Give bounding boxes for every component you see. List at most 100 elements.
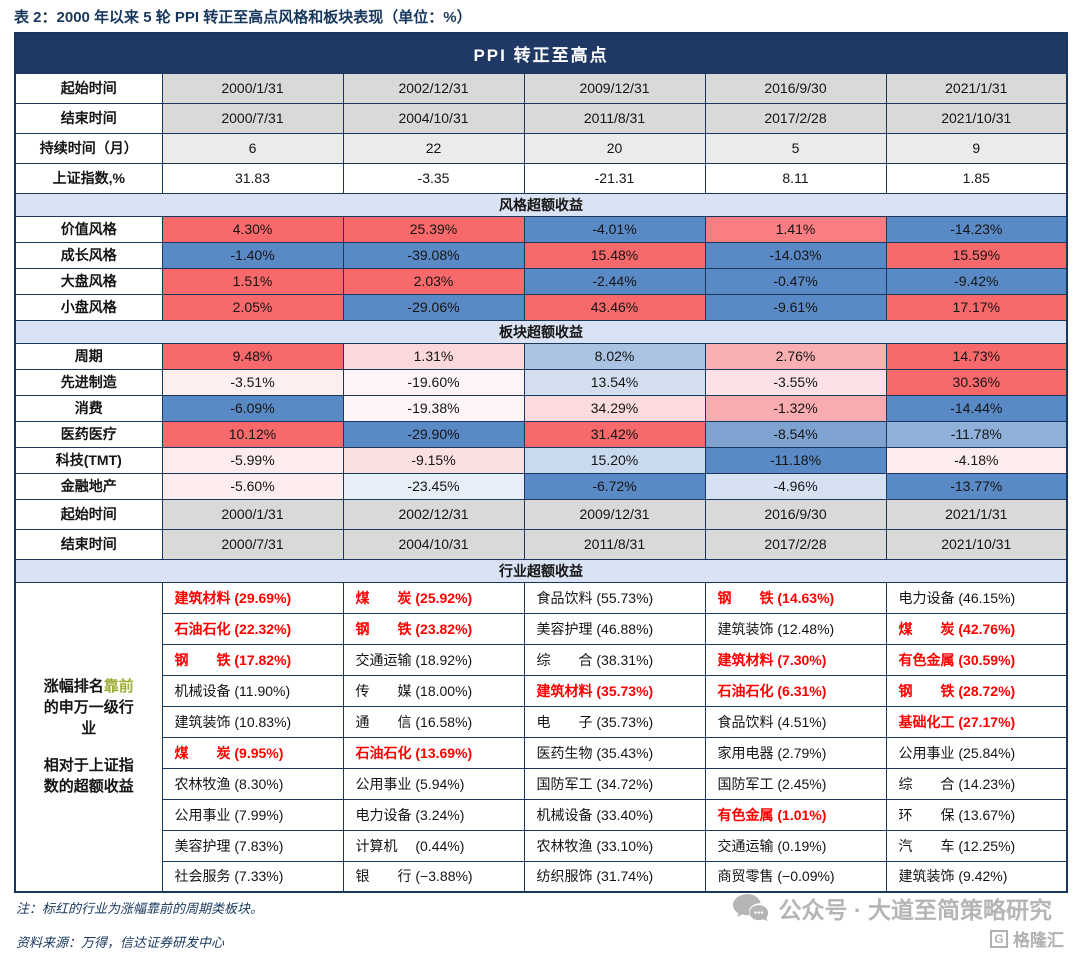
table-title: 表 2：2000 年以来 5 轮 PPI 转正至高点风格和板块表现（单位：%） bbox=[14, 9, 472, 26]
industry-cell: 汽 车 (12.25%) bbox=[885, 829, 1068, 862]
date-cell: 2000/7/31 bbox=[161, 528, 344, 560]
industry-cell: 社会服务 (7.33%) bbox=[161, 860, 344, 893]
industry-cell: 建筑材料 (35.73%) bbox=[523, 674, 706, 707]
date-cell: 2011/8/31 bbox=[523, 528, 706, 560]
sector-row: 先进制造 -3.51% -19.60% 13.54% -3.55% 30.36% bbox=[14, 368, 1068, 396]
industry-row: 美容护理 (7.83%) 计算机 (0.44%) 农林牧渔 (33.10%) 交通运输… bbox=[15, 829, 1068, 862]
sector-value-cell: 30.36% bbox=[885, 368, 1068, 396]
style-section-header: 风格超额收益 bbox=[14, 192, 1068, 217]
industry-cell: 煤 炭 (9.95%) bbox=[161, 736, 344, 769]
industry-cell: 钢 铁 (23.82%) bbox=[342, 612, 525, 645]
industry-cell: 机械设备 (33.40%) bbox=[523, 798, 706, 831]
industry-cell: 交通运输 (18.92%) bbox=[342, 643, 525, 676]
industry-cell: 交通运输 (0.19%) bbox=[704, 829, 887, 862]
side-label-gap bbox=[16, 739, 161, 755]
sector-value-cell: 14.73% bbox=[885, 342, 1068, 370]
sector-value-cell: -6.72% bbox=[523, 472, 706, 500]
sector-value-cell: -23.45% bbox=[342, 472, 525, 500]
style-value-cell: 43.46% bbox=[523, 293, 706, 321]
date-cell: 2016/9/30 bbox=[704, 498, 887, 530]
industry-row: 煤 炭 (9.95%) 石油石化 (13.69%) 医药生物 (35.43%) 家用电… bbox=[15, 736, 1068, 769]
style-row: 大盘风格 1.51% 2.03% -2.44% -0.47% -9.42% bbox=[14, 267, 1068, 295]
duration-cell: 6 bbox=[161, 132, 344, 164]
style-value-cell: -0.47% bbox=[704, 267, 887, 295]
sector-value-cell: -29.90% bbox=[342, 420, 525, 448]
gelonghui-logo-icon: G bbox=[990, 929, 1008, 948]
sector-value-cell: 1.31% bbox=[342, 342, 525, 370]
side-label-line: 数的超额收益 bbox=[16, 776, 161, 797]
style-value-cell: -14.23% bbox=[885, 215, 1068, 243]
duration-cell: 5 bbox=[704, 132, 887, 164]
style-value-cell: 2.05% bbox=[161, 293, 344, 321]
style-value-cell: -1.40% bbox=[161, 241, 344, 269]
industry-cell: 国防军工 (2.45%) bbox=[704, 767, 887, 800]
style-value-cell: -14.03% bbox=[704, 241, 887, 269]
industry-cell: 石油石化 (6.31%) bbox=[704, 674, 887, 707]
sector-value-cell: -1.32% bbox=[704, 394, 887, 422]
side-label-line: 相对于上证指 bbox=[16, 755, 161, 776]
sse-index-cell: 8.11 bbox=[704, 162, 887, 194]
duration-row: 持续时间（月） 6 22 20 5 9 bbox=[14, 132, 1068, 164]
industry-cell: 建筑装饰 (12.48%) bbox=[704, 612, 887, 645]
industry-cell: 通 信 (16.58%) bbox=[342, 705, 525, 738]
style-value-cell: 15.48% bbox=[523, 241, 706, 269]
wechat-label: 公众号 · 大道至简策略研究 bbox=[778, 897, 1052, 923]
industry-cell: 钢 铁 (28.72%) bbox=[885, 674, 1068, 707]
sector-value-cell: 31.42% bbox=[523, 420, 706, 448]
side-label-text: 的申万一级行 bbox=[43, 699, 134, 717]
industry-cell: 机械设备 (11.90%) bbox=[161, 674, 344, 707]
side-label-line: 业 bbox=[16, 718, 161, 739]
ppi-table: PPI 转正至高点 起始时间 2000/1/31 2002/12/31 2009/12/… bbox=[14, 32, 1069, 893]
industry-row: 机械设备 (11.90%) 传 媒 (18.00%) 建筑材料 (35.73%) 石油… bbox=[15, 674, 1068, 707]
end-time-cell: 2021/10/31 bbox=[885, 102, 1068, 134]
style-value-cell: -4.01% bbox=[523, 215, 706, 243]
highlight-green-text: 靠前 bbox=[103, 678, 134, 696]
industry-section-header-row: 行业超额收益 bbox=[14, 558, 1068, 583]
style-value-cell: 1.41% bbox=[704, 215, 887, 243]
sector-value-cell: -13.77% bbox=[885, 472, 1068, 500]
style-value-cell: 2.03% bbox=[342, 267, 525, 295]
row-label: 医药医疗 bbox=[14, 420, 163, 448]
row-label: 结束时间 bbox=[14, 102, 163, 134]
row-label: 上证指数,% bbox=[14, 162, 163, 194]
style-value-cell: 1.51% bbox=[161, 267, 344, 295]
industry-cell: 综 合 (14.23%) bbox=[885, 767, 1068, 800]
row-label: 起始时间 bbox=[14, 72, 163, 104]
style-value-cell: -39.08% bbox=[342, 241, 525, 269]
start-time-cell: 2002/12/31 bbox=[342, 72, 525, 104]
industry-cell: 建筑装饰 (9.42%) bbox=[885, 860, 1068, 893]
industry-cell: 公用事业 (25.84%) bbox=[885, 736, 1068, 769]
sector-value-cell: 13.54% bbox=[523, 368, 706, 396]
end-time-cell: 2004/10/31 bbox=[342, 102, 525, 134]
row-label: 小盘风格 bbox=[14, 293, 163, 321]
industry-row: 石油石化 (22.32%) 钢 铁 (23.82%) 美容护理 (46.88%) 建筑… bbox=[15, 612, 1068, 645]
industry-cell: 电力设备 (3.24%) bbox=[342, 798, 525, 831]
sector-value-cell: -14.44% bbox=[885, 394, 1068, 422]
style-value-cell: 25.39% bbox=[342, 215, 525, 243]
start-time-cell: 2021/1/31 bbox=[885, 72, 1068, 104]
industry-cell: 煤 炭 (42.76%) bbox=[885, 612, 1068, 645]
industry-cell: 建筑装饰 (10.83%) bbox=[161, 705, 344, 738]
industry-cell: 农林牧渔 (33.10%) bbox=[523, 829, 706, 862]
sector-value-cell: -9.15% bbox=[342, 446, 525, 474]
industry-cell: 美容护理 (46.88%) bbox=[523, 612, 706, 645]
duration-cell: 9 bbox=[885, 132, 1068, 164]
row-label: 价值风格 bbox=[14, 215, 163, 243]
sector-value-cell: 15.20% bbox=[523, 446, 706, 474]
sector-value-cell: 2.76% bbox=[704, 342, 887, 370]
style-value-cell: -2.44% bbox=[523, 267, 706, 295]
sector-value-cell: 8.02% bbox=[523, 342, 706, 370]
industry-cell: 钢 铁 (14.63%) bbox=[704, 581, 887, 614]
industry-cell: 公用事业 (5.94%) bbox=[342, 767, 525, 800]
industry-cell: 银 行 (−3.88%) bbox=[342, 860, 525, 893]
period-repeat-row: 起始时间 2000/1/31 2002/12/31 2009/12/31 2016/9/… bbox=[14, 498, 1068, 530]
sector-value-cell: -11.78% bbox=[885, 420, 1068, 448]
sector-row: 消费 -6.09% -19.38% 34.29% -1.32% -14.44% bbox=[14, 394, 1068, 422]
row-label: 周期 bbox=[14, 342, 163, 370]
sector-value-cell: -3.51% bbox=[161, 368, 344, 396]
industry-cell: 商贸零售 (−0.09%) bbox=[704, 860, 887, 893]
sector-value-cell: 34.29% bbox=[523, 394, 706, 422]
duration-cell: 20 bbox=[523, 132, 706, 164]
style-row: 成长风格 -1.40% -39.08% 15.48% -14.03% 15.59% bbox=[14, 241, 1068, 269]
